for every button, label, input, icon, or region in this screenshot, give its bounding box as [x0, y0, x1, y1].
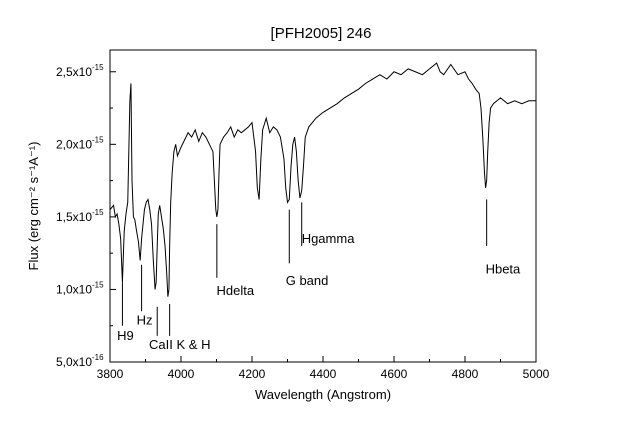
x-tick-label-5000: 5000 [523, 367, 550, 381]
annotation-label-2: CaII K & H [149, 337, 210, 352]
annotation-label-5: G band [286, 273, 329, 288]
annotation-label-7: Hbeta [486, 261, 521, 276]
x-axis-title: Wavelength (Angstrom) [255, 387, 391, 402]
y-tick-label-1: 1,0x10 [56, 282, 92, 296]
y-tick-exponent-4: -15 [92, 63, 104, 72]
x-tick-label-3800: 3800 [97, 367, 124, 381]
annotation-label-0: H9 [117, 328, 134, 343]
x-tick-label-4600: 4600 [381, 367, 408, 381]
annotation-label-6: Hgamma [302, 231, 356, 246]
x-tick-label-4800: 4800 [452, 367, 479, 381]
y-tick-exponent-2: -15 [92, 208, 104, 217]
chart-title: [PFH2005] 246 [271, 25, 372, 42]
x-tick-label-4000: 4000 [168, 367, 195, 381]
y-tick-label-4: 2,5x10 [56, 65, 92, 79]
y-tick-exponent-3: -15 [92, 135, 104, 144]
y-tick-label-3: 2,0x10 [56, 137, 92, 151]
plot-frame [109, 49, 537, 363]
y-axis-title: Flux (erg cm⁻² s⁻¹A⁻¹) [26, 142, 41, 271]
y-axis: 5,0x10 -161,0x10 -151,5x10 -152,0x10 -152,5x… [56, 63, 116, 369]
spectrum-series-line-0 [109, 62, 536, 297]
y-tick-exponent-0: -16 [92, 353, 104, 362]
y-tick-label-2: 1,5x10 [56, 210, 92, 224]
x-tick-label-4400: 4400 [310, 367, 337, 381]
y-tick-label-0: 5,0x10 [56, 355, 92, 369]
x-tick-label-4200: 4200 [239, 367, 266, 381]
annotation-label-1: Hz [137, 312, 153, 327]
x-axis: 3800 4000 4200 4400 4600 4800 5000 [97, 356, 550, 381]
annotation-label-4: Hdelta [217, 283, 255, 298]
series-group [109, 62, 536, 297]
y-tick-exponent-1: -15 [92, 280, 104, 289]
